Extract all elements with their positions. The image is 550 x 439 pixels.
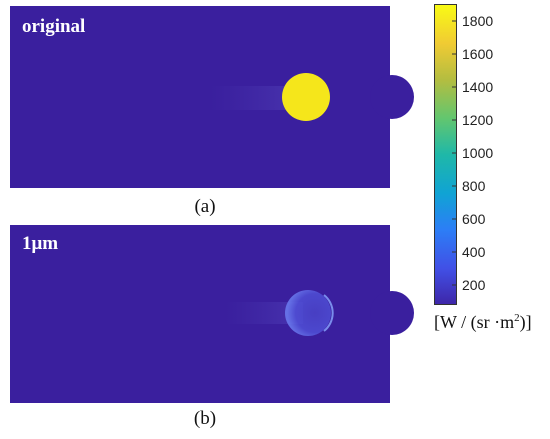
- unit-suffix: )]: [519, 312, 532, 332]
- panel-1um: 1μm: [10, 225, 420, 405]
- tick-800: 800: [462, 178, 486, 194]
- unit-m: m: [500, 312, 515, 332]
- panel-original-image: [10, 6, 414, 188]
- colorbar: [434, 4, 458, 311]
- tick-1000: 1000: [462, 145, 494, 161]
- faded-disk: [285, 290, 331, 336]
- caption-a: (a): [194, 196, 216, 217]
- unit-exp: 2: [514, 312, 520, 324]
- tick-400: 400: [462, 244, 486, 260]
- panel-label-original: original: [22, 16, 86, 37]
- tick-1800: 1800: [462, 13, 494, 29]
- hot-disk: [282, 73, 330, 121]
- tick-600: 600: [462, 211, 486, 227]
- caption-b: (b): [193, 408, 217, 429]
- unit-prefix: [W / (sr: [434, 312, 490, 332]
- panel-1um-image: [10, 225, 414, 403]
- panel-label-1um: 1μm: [22, 233, 59, 254]
- unit-dot: ·: [494, 312, 501, 332]
- tick-1400: 1400: [462, 79, 494, 95]
- colorbar-gradient: [434, 4, 457, 305]
- tick-1600: 1600: [462, 46, 494, 62]
- panel-original: original: [10, 6, 420, 190]
- colorbar-unit: [W / (sr ·m2)]: [434, 312, 532, 333]
- tick-1200: 1200: [462, 112, 494, 128]
- tick-200: 200: [462, 277, 486, 293]
